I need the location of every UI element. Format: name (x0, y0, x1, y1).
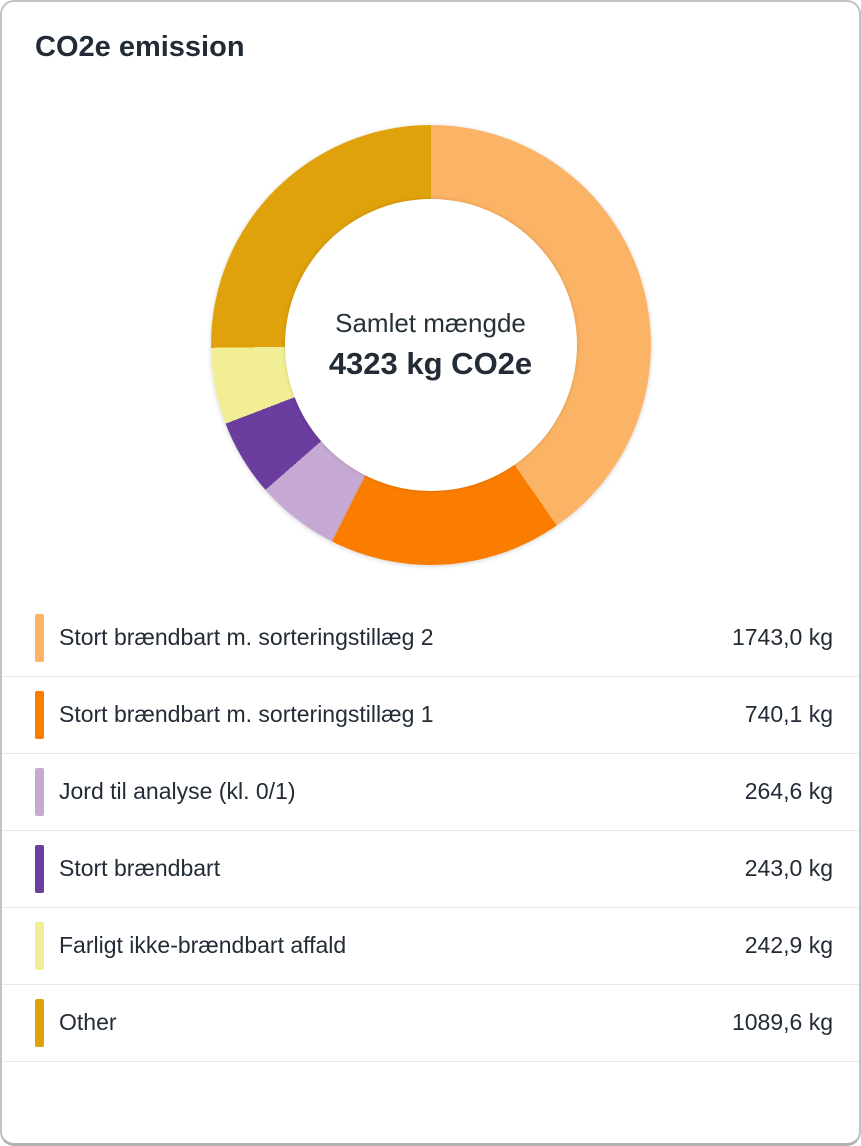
donut-center: Samlet mængde 4323 kg CO2e (284, 198, 577, 491)
legend-list: Stort brændbart m. sorteringstillæg 2 17… (2, 599, 859, 1062)
legend-label: Other (59, 1009, 117, 1036)
legend-label: Jord til analyse (kl. 0/1) (59, 778, 296, 805)
legend-value: 1743,0 kg (731, 624, 833, 651)
legend-value: 242,9 kg (744, 932, 833, 959)
legend-row[interactable]: Stort brændbart m. sorteringstillæg 2 17… (2, 599, 859, 677)
legend-label: Stort brændbart (59, 855, 221, 882)
legend-label: Stort brændbart m. sorteringstillæg 1 (59, 701, 434, 728)
legend-color-marker (35, 998, 44, 1047)
legend-row[interactable]: Stort brændbart 243,0 kg (2, 830, 859, 908)
legend-color-marker (35, 844, 44, 893)
legend-label: Stort brændbart m. sorteringstillæg 2 (59, 624, 434, 651)
card-title: CO2e emission (35, 31, 245, 63)
donut-center-value: 4323 kg CO2e (328, 345, 533, 381)
legend-color-marker (35, 613, 44, 662)
legend-row[interactable]: Other 1089,6 kg (2, 984, 859, 1062)
legend-label: Farligt ikke-brændbart affald (59, 932, 347, 959)
legend-value: 243,0 kg (744, 855, 833, 882)
legend-row[interactable]: Jord til analyse (kl. 0/1) 264,6 kg (2, 753, 859, 831)
legend-row[interactable]: Farligt ikke-brændbart affald 242,9 kg (2, 907, 859, 985)
donut-chart: Samlet mængde 4323 kg CO2e (210, 124, 651, 565)
legend-value: 740,1 kg (744, 701, 833, 728)
legend-color-marker (35, 690, 44, 739)
legend-row[interactable]: Stort brændbart m. sorteringstillæg 1 74… (2, 676, 859, 754)
donut-center-label: Samlet mængde (335, 307, 526, 338)
legend-color-marker (35, 921, 44, 970)
legend-value: 264,6 kg (744, 778, 833, 805)
legend-color-marker (35, 767, 44, 816)
legend-value: 1089,6 kg (731, 1009, 833, 1036)
